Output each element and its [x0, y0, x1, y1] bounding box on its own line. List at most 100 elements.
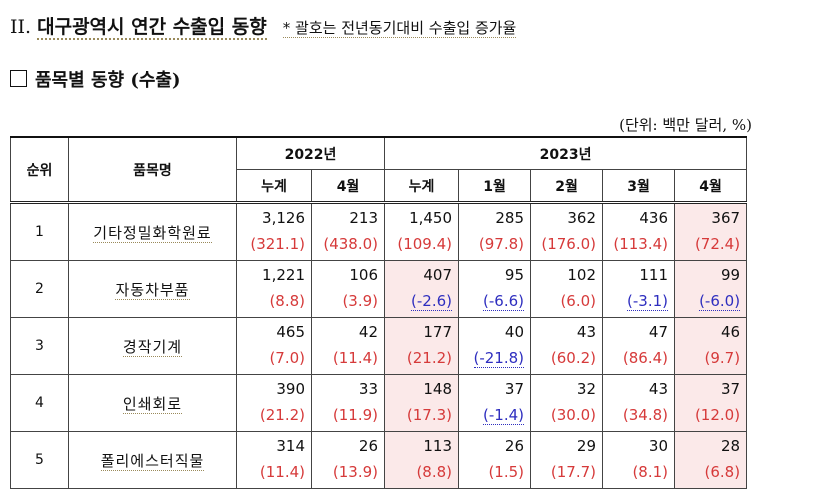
export-value: 177 [423, 323, 453, 341]
yoy-change: (34.8) [622, 406, 669, 424]
value-cell: 33 (11.9) [310, 374, 386, 432]
yoy-change: (-2.6) [411, 292, 453, 311]
yoy-change: (6.8) [704, 463, 741, 481]
rank-cell: 1 [10, 202, 69, 261]
value-cell: 47 (86.4) [602, 317, 676, 375]
export-value: 40 [504, 323, 525, 341]
value-cell: 407 (-2.6) [384, 260, 460, 318]
value-cell: 213 (438.0) [310, 202, 386, 261]
rank-cell: 3 [10, 317, 69, 375]
value-cell: 32 (30.0) [530, 374, 604, 432]
yoy-change: (11.9) [332, 406, 379, 424]
export-items-table: 순위 품목명 2022년 2023년 누계 4월 누계 1월 2월 3월 4월 … [10, 136, 748, 489]
header-2023-april: 4월 [674, 169, 748, 203]
export-value: 26 [358, 437, 379, 455]
table-row: 2 자동차부품 1,221 (8.8) 106 (3.9) 407 (-2.6) 95 (-6.6… [10, 260, 748, 318]
value-cell: 111 (-3.1) [602, 260, 676, 318]
value-cell: 37 (-1.4) [458, 374, 532, 432]
yoy-change: (8.8) [416, 463, 453, 481]
header-2022-cumulative: 누계 [236, 169, 312, 203]
value-cell: 3,126 (321.1) [236, 202, 312, 261]
export-value: 33 [358, 380, 379, 398]
export-value: 30 [648, 437, 669, 455]
header-2023-february: 2월 [530, 169, 604, 203]
export-value: 46 [720, 323, 741, 341]
rank-cell: 2 [10, 260, 69, 318]
value-cell: 362 (176.0) [530, 202, 604, 261]
export-value: 465 [276, 323, 305, 341]
value-cell: 26 (1.5) [458, 431, 532, 489]
export-value: 314 [276, 437, 305, 455]
rank-cell: 5 [10, 431, 69, 489]
yoy-change: (-1.4) [483, 406, 525, 425]
section-note: * 괄호는 전년동기대비 수출입 증가율 [282, 19, 517, 38]
yoy-change: (30.0) [550, 406, 597, 424]
yoy-change: (17.7) [550, 463, 597, 481]
value-cell: 102 (6.0) [530, 260, 604, 318]
export-value: 95 [504, 266, 525, 284]
value-cell: 1,221 (8.8) [236, 260, 312, 318]
yoy-change: (-6.6) [483, 292, 525, 311]
value-cell: 40 (-21.8) [458, 317, 532, 375]
export-value: 390 [276, 380, 305, 398]
header-year-2022: 2022년 [235, 136, 386, 170]
value-cell: 37 (12.0) [674, 374, 748, 432]
export-value: 1,221 [262, 266, 305, 284]
yoy-change: (3.9) [342, 292, 379, 310]
export-value: 111 [639, 266, 669, 284]
export-value: 436 [639, 209, 669, 227]
header-year-2023: 2023년 [384, 136, 748, 170]
export-value: 148 [423, 380, 453, 398]
export-value: 362 [567, 209, 597, 227]
unit-label: (단위: 백만 달러, %) [619, 116, 752, 134]
yoy-change: (13.9) [332, 463, 379, 481]
export-value: 28 [720, 437, 741, 455]
value-cell: 43 (34.8) [602, 374, 676, 432]
yoy-change: (7.0) [269, 349, 305, 367]
value-cell: 314 (11.4) [236, 431, 312, 489]
item-name-cell: 폴리에스터직물 [68, 431, 237, 489]
value-cell: 26 (13.9) [310, 431, 386, 489]
value-cell: 46 (9.7) [674, 317, 748, 375]
value-cell: 367 (72.4) [674, 202, 748, 261]
value-cell: 148 (17.3) [384, 374, 460, 432]
yoy-change: (97.8) [478, 235, 525, 253]
value-cell: 28 (6.8) [674, 431, 748, 489]
item-name-cell: 기타정밀화학원료 [68, 202, 237, 261]
yoy-change: (1.5) [488, 463, 525, 481]
export-value: 37 [720, 380, 741, 398]
header-rank: 순위 [10, 136, 69, 203]
yoy-change: (-21.8) [473, 349, 525, 368]
yoy-change: (11.4) [259, 463, 305, 481]
yoy-change: (72.4) [694, 235, 741, 253]
item-name-cell: 경작기계 [68, 317, 237, 375]
yoy-change: (86.4) [622, 349, 669, 367]
export-value: 37 [504, 380, 525, 398]
export-value: 47 [648, 323, 669, 341]
value-cell: 436 (113.4) [602, 202, 676, 261]
table-row: 1 기타정밀화학원료 3,126 (321.1) 213 (438.0) 1,450 (109… [10, 202, 748, 261]
value-cell: 285 (97.8) [458, 202, 532, 261]
export-value: 3,126 [262, 209, 305, 227]
value-cell: 42 (11.4) [310, 317, 386, 375]
header-item-name: 품목명 [68, 136, 237, 203]
export-value: 99 [720, 266, 741, 284]
checkbox-square-icon [10, 70, 27, 87]
header-2023-march: 3월 [602, 169, 676, 203]
export-value: 106 [349, 266, 379, 284]
item-name-cell: 인쇄회로 [68, 374, 237, 432]
table-row: 3 경작기계 465 (7.0) 42 (11.4) 177 (21.2) 40 (-21.8) 4… [10, 317, 748, 375]
header-2023-january: 1월 [458, 169, 532, 203]
yoy-change: (109.4) [397, 235, 453, 253]
sub-heading-text: 품목별 동향 (수출) [35, 70, 181, 91]
section-number: II. [10, 16, 32, 38]
yoy-change: (176.0) [541, 235, 597, 253]
yoy-change: (-3.1) [627, 292, 669, 311]
export-value: 29 [576, 437, 597, 455]
yoy-change: (60.2) [550, 349, 597, 367]
export-value: 285 [495, 209, 525, 227]
export-value: 43 [648, 380, 669, 398]
yoy-change: (12.0) [694, 406, 741, 424]
yoy-change: (21.2) [259, 406, 305, 424]
value-cell: 1,450 (109.4) [384, 202, 460, 261]
